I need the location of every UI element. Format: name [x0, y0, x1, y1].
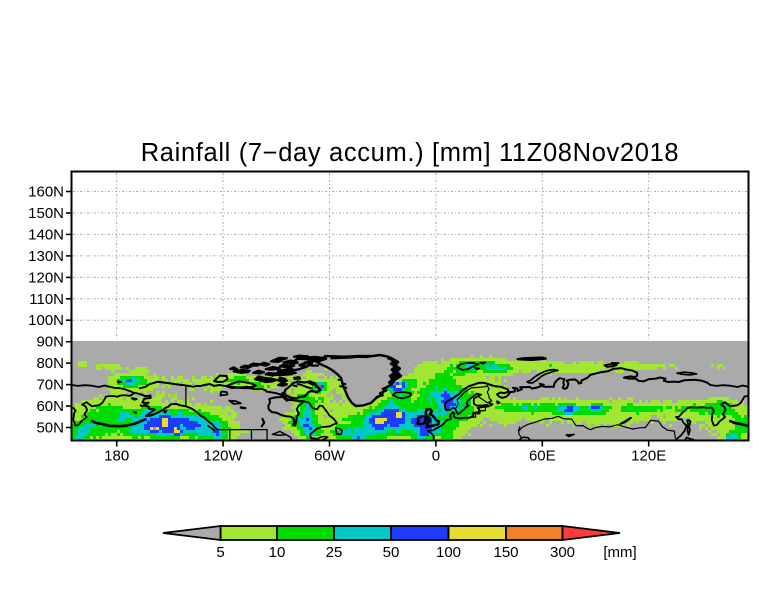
svg-text:150: 150	[493, 544, 518, 561]
svg-text:160N: 160N	[28, 184, 64, 201]
svg-text:50N: 50N	[36, 420, 64, 437]
svg-text:50: 50	[383, 544, 400, 561]
svg-text:100N: 100N	[28, 312, 64, 329]
svg-text:[mm]: [mm]	[603, 544, 636, 561]
svg-text:25: 25	[326, 544, 343, 561]
svg-text:120E: 120E	[631, 448, 666, 465]
svg-text:120N: 120N	[28, 269, 64, 286]
svg-text:80N: 80N	[36, 355, 64, 372]
svg-text:60W: 60W	[314, 448, 346, 465]
svg-text:90N: 90N	[36, 334, 64, 351]
svg-text:5: 5	[216, 544, 224, 561]
svg-text:Rainfall (7−day accum.) [mm] 1: Rainfall (7−day accum.) [mm] 11Z08Nov201…	[141, 139, 680, 167]
svg-text:110N: 110N	[29, 291, 64, 308]
svg-text:10: 10	[269, 544, 286, 561]
svg-text:130N: 130N	[28, 248, 64, 265]
svg-text:180: 180	[104, 448, 129, 465]
svg-text:100: 100	[436, 544, 461, 561]
svg-text:140N: 140N	[28, 226, 64, 243]
svg-text:300: 300	[550, 544, 575, 561]
svg-text:70N: 70N	[36, 377, 64, 394]
svg-text:60N: 60N	[36, 398, 64, 415]
svg-text:60E: 60E	[529, 448, 556, 465]
svg-text:0: 0	[432, 448, 440, 465]
svg-text:120W: 120W	[204, 448, 244, 465]
svg-text:150N: 150N	[28, 205, 64, 222]
